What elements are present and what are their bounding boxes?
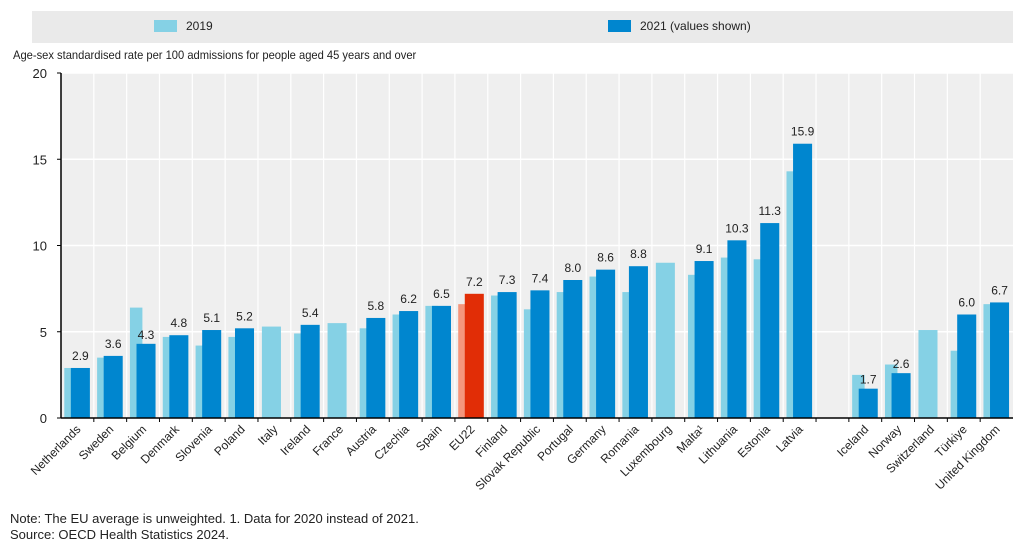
y-tick-label: 10 bbox=[33, 239, 47, 254]
bar-2021 bbox=[234, 328, 255, 418]
y-axis-label: Age-sex standardised rate per 100 admiss… bbox=[13, 48, 417, 62]
y-tick-label: 5 bbox=[40, 325, 47, 340]
data-label: 10.3 bbox=[725, 221, 749, 235]
bar-2021 bbox=[596, 269, 616, 418]
bar-2021 bbox=[103, 355, 123, 418]
bar-2021 bbox=[957, 314, 977, 418]
bar-2021 bbox=[760, 223, 780, 418]
data-label: 8.8 bbox=[630, 247, 647, 261]
x-category-label: Poland bbox=[211, 422, 247, 458]
bar-2021 bbox=[464, 293, 484, 418]
data-label: 6.2 bbox=[400, 292, 417, 306]
bar-2021 bbox=[858, 388, 878, 418]
legend-swatch-2019 bbox=[154, 20, 177, 32]
bar-2021 bbox=[202, 330, 222, 418]
x-category-label: Ireland bbox=[277, 422, 313, 458]
data-label: 7.2 bbox=[466, 275, 483, 289]
bar-2021 bbox=[169, 335, 189, 418]
legend-item-2021: 2021 (values shown) bbox=[608, 19, 751, 33]
x-category-label: Netherlands bbox=[28, 422, 84, 478]
bar-2021 bbox=[70, 367, 90, 418]
x-category-label: Slovenia bbox=[172, 422, 215, 465]
data-label: 11.3 bbox=[759, 204, 782, 218]
data-label: 7.4 bbox=[532, 271, 549, 285]
x-category-label: Latvia bbox=[773, 422, 806, 455]
data-label: 1.7 bbox=[860, 373, 877, 387]
source-text: Source: OECD Health Statistics 2024. bbox=[10, 527, 229, 542]
bar-2019 bbox=[327, 323, 347, 418]
legend-label-2021: 2021 (values shown) bbox=[640, 19, 751, 33]
data-label: 9.1 bbox=[696, 242, 713, 256]
bar-2019 bbox=[655, 262, 675, 418]
legend: 2019 2021 (values shown) bbox=[32, 11, 1013, 43]
data-label: 8.6 bbox=[597, 251, 614, 265]
bar-2021 bbox=[399, 311, 419, 418]
data-label: 7.3 bbox=[499, 273, 516, 287]
bar-2021 bbox=[530, 290, 550, 418]
chart-notes: Note: The EU average is unweighted. 1. D… bbox=[10, 511, 419, 543]
bar-2021 bbox=[628, 266, 648, 418]
data-label: 3.6 bbox=[105, 337, 122, 351]
x-category-label: Czechia bbox=[371, 422, 412, 463]
x-category-label: Estonia bbox=[735, 422, 773, 460]
data-label: 4.3 bbox=[138, 328, 155, 342]
y-tick-label: 15 bbox=[33, 152, 47, 167]
bar-2021 bbox=[990, 302, 1010, 418]
data-label: 5.2 bbox=[236, 309, 253, 323]
x-category-label: Italy bbox=[255, 422, 280, 447]
bar-2021 bbox=[727, 240, 747, 418]
x-category-label: France bbox=[310, 422, 347, 459]
bar-chart: 051015202.9Netherlands3.6Sweden4.3Belgiu… bbox=[28, 66, 1013, 493]
bar-2019 bbox=[918, 330, 938, 418]
y-tick-label: 20 bbox=[33, 66, 47, 81]
data-label: 8.0 bbox=[564, 261, 581, 275]
legend-label-2019: 2019 bbox=[186, 19, 213, 33]
y-tick-label: 0 bbox=[40, 411, 47, 426]
data-label: 5.4 bbox=[302, 306, 319, 320]
bar-2021 bbox=[563, 280, 583, 418]
note-text: Note: The EU average is unweighted. 1. D… bbox=[10, 511, 419, 526]
bar-2021 bbox=[136, 343, 156, 418]
data-label: 6.5 bbox=[433, 287, 450, 301]
bar-2019 bbox=[261, 326, 281, 418]
data-label: 2.6 bbox=[893, 357, 910, 371]
legend-swatch-2021 bbox=[608, 20, 631, 32]
data-label: 4.8 bbox=[171, 316, 188, 330]
bar-2021 bbox=[300, 324, 320, 418]
data-label: 2.9 bbox=[72, 349, 89, 363]
data-label: 5.1 bbox=[203, 311, 220, 325]
bar-2021 bbox=[366, 317, 386, 418]
legend-item-2019: 2019 bbox=[154, 19, 213, 33]
x-category-label: Iceland bbox=[834, 422, 871, 459]
data-label: 15.9 bbox=[791, 125, 815, 139]
bar-2021 bbox=[891, 373, 911, 418]
data-label: 6.7 bbox=[991, 283, 1008, 297]
x-category-label: Spain bbox=[413, 422, 445, 454]
data-label: 6.0 bbox=[958, 296, 975, 310]
bar-2021 bbox=[431, 305, 451, 418]
data-label: 5.8 bbox=[367, 299, 384, 313]
x-category-label: Sweden bbox=[76, 422, 117, 463]
bar-2021 bbox=[793, 143, 813, 418]
bar-2021 bbox=[694, 261, 714, 418]
bar-2021 bbox=[497, 292, 517, 418]
